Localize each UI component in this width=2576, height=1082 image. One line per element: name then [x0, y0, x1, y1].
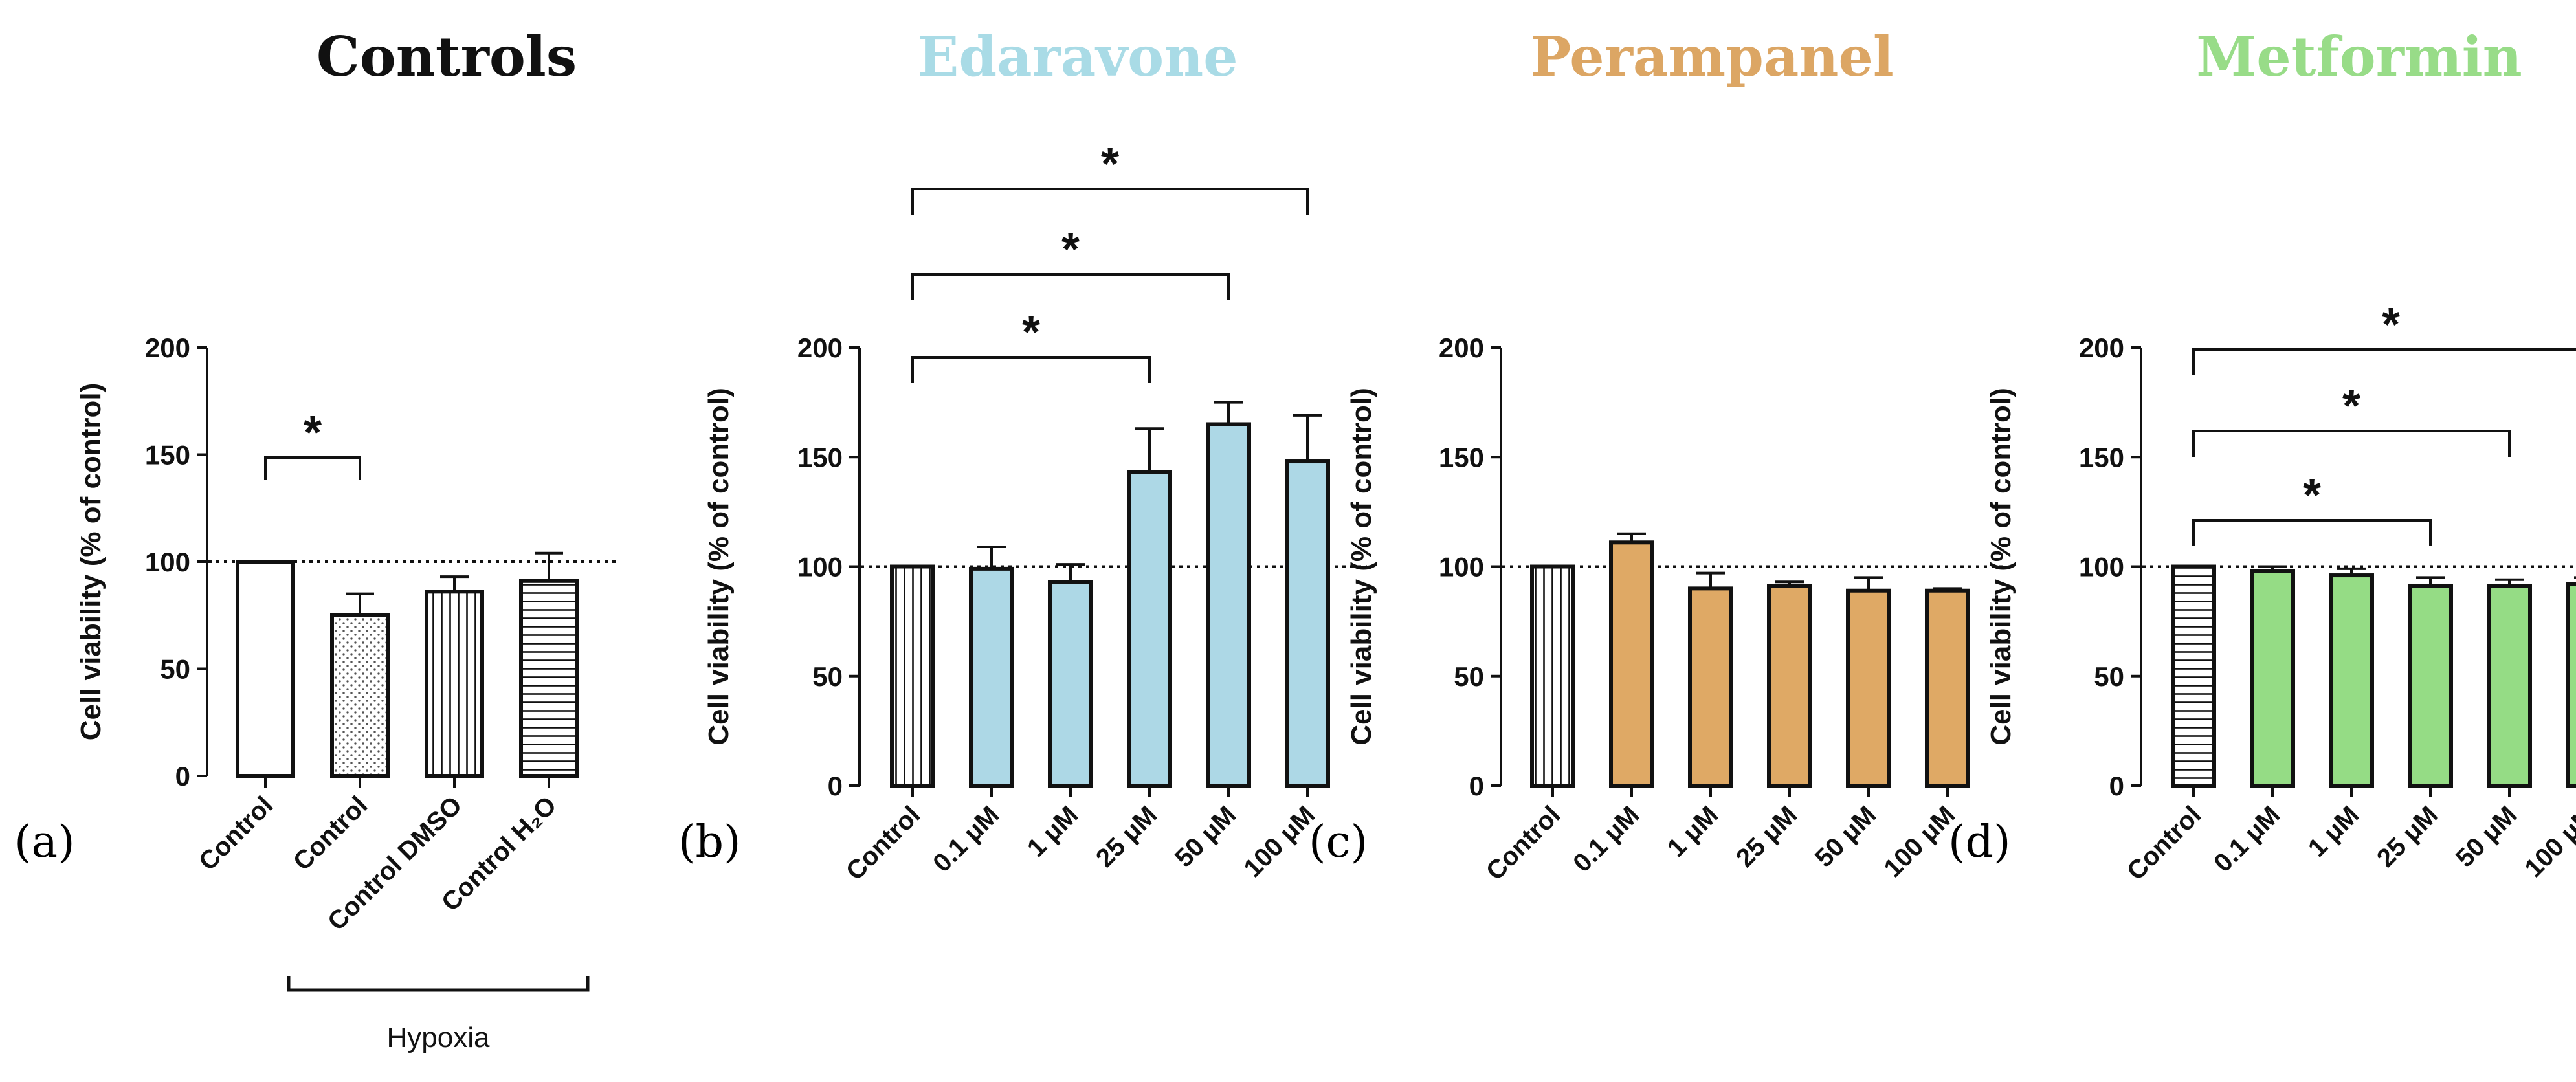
panel-b-title: Edaravone — [917, 25, 1238, 89]
panel-c-ytick-label-3: 150 — [1439, 442, 1484, 472]
panel-b-ytick-label-2: 100 — [797, 552, 843, 582]
panel-c-title: Perampanel — [1530, 25, 1894, 89]
panel-c-ytick-label-2: 100 — [1439, 552, 1484, 582]
panel-c-category-label-3: 25 μM — [1731, 800, 1803, 872]
panel-c-bar-0 — [1530, 564, 1575, 788]
panel-c-category-label-0: Control — [1481, 800, 1566, 886]
panel-c-category-label-4: 50 μM — [1810, 800, 1882, 872]
panel-b-significance-bracket-0 — [911, 356, 1151, 383]
panel-d-bar-1 — [2250, 569, 2295, 788]
panel-b-significance-star-0: * — [1022, 307, 1040, 359]
panel-c-category-label-2: 1 μM — [1662, 800, 1724, 863]
panel-d-significance-bracket-0 — [2192, 519, 2432, 546]
panel-d-ytick-label-4: 200 — [2079, 333, 2124, 363]
panel-a-category-label-0: Control — [194, 791, 279, 876]
panel-a-category-label-1: Control — [288, 791, 373, 876]
panel-d-bar-3 — [2408, 584, 2453, 788]
panel-c-bar-3 — [1767, 584, 1812, 788]
panel-b-bar-0 — [890, 564, 935, 788]
panel-d-significance-bracket-1 — [2192, 430, 2511, 457]
panel-d-significance-star-2: * — [2382, 299, 2400, 351]
panel-d-ytick-label-0: 0 — [2109, 771, 2124, 801]
panel-d-significance-star-1: * — [2342, 381, 2360, 432]
panel-a-chart: 0 50 100 150 200 Cell viability (% of control… — [75, 333, 616, 1054]
panel-d-title: Metformin — [2196, 25, 2522, 89]
panel-d-category-label-1: 0.1 μM — [2208, 800, 2285, 878]
panel-c-bar-4 — [1846, 588, 1891, 788]
panel-d-bar-2 — [2329, 573, 2374, 788]
panel-b-ytick-label-0: 0 — [828, 771, 843, 801]
panel-d-letter: (d) — [1948, 817, 2011, 868]
panel-b-category-label-4: 50 μM — [1170, 800, 1241, 872]
panel-a-title: Controls — [316, 25, 577, 89]
panel-b-ytick-label-3: 150 — [797, 442, 843, 472]
panel-a-group-bracket — [287, 976, 590, 992]
panel-a-y-axis-label: Cell viability (% of control) — [75, 383, 107, 741]
panel-d-ytick-label-2: 100 — [2079, 552, 2124, 582]
panel-d-category-label-5: 100 μM — [2519, 800, 2576, 883]
panel-a-ytick-label-0: 0 — [175, 761, 190, 791]
panel-b-significance-star-1: * — [1061, 224, 1080, 276]
panel-a-bar-2 — [425, 590, 484, 778]
panel-b-bar-5 — [1285, 459, 1330, 788]
panel-d-category-label-2: 1 μM — [2303, 800, 2365, 863]
panel-a-ytick-label-3: 150 — [145, 440, 190, 470]
panel-b-category-label-2: 1 μM — [1022, 800, 1084, 863]
panel-c-category-label-1: 0.1 μM — [1568, 800, 1645, 878]
panel-c-ytick-label-0: 0 — [1469, 771, 1484, 801]
panel-d-ytick-label-1: 50 — [2094, 661, 2124, 692]
panel-b-ytick-label-4: 200 — [797, 333, 843, 363]
panel-b-chart: 0 50 100 150 200 Cell viability (% of control… — [703, 138, 1367, 886]
panel-c-y-axis-label: Cell viability (% of control) — [1346, 388, 1377, 745]
panel-b-letter: (b) — [678, 817, 741, 868]
panel-a-group-label: Hypoxia — [387, 1022, 490, 1054]
panel-b-category-label-5: 100 μM — [1238, 800, 1320, 883]
panel-a-bar-3 — [519, 579, 579, 778]
panel-c-bar-2 — [1688, 586, 1733, 788]
panel-d-significance-bracket-2 — [2192, 348, 2576, 375]
panel-a-ytick-label-1: 50 — [160, 654, 190, 685]
panel-d-significance-star-0: * — [2303, 470, 2321, 522]
panel-b-y-axis-label: Cell viability (% of control) — [703, 388, 735, 745]
panel-b-category-label-3: 25 μM — [1091, 800, 1162, 872]
panel-a-letter: (a) — [14, 817, 75, 868]
panel-d-ytick-label-3: 150 — [2079, 442, 2124, 472]
panel-c-letter: (c) — [1309, 817, 1368, 868]
panel-d-category-label-0: Control — [2122, 800, 2207, 886]
panel-b-category-label-1: 0.1 μM — [927, 800, 1005, 878]
panel-c-bar-5 — [1925, 588, 1970, 788]
panel-a-significance-bracket-0 — [264, 456, 361, 480]
panel-d-bar-4 — [2487, 584, 2532, 788]
panel-b-ytick-label-1: 50 — [812, 661, 843, 692]
panel-b-significance-bracket-2 — [911, 188, 1309, 215]
panel-b-bar-3 — [1127, 470, 1172, 788]
panel-b-significance-bracket-1 — [911, 273, 1230, 300]
panel-b-bar-1 — [969, 566, 1014, 788]
panel-c-category-label-5: 100 μM — [1878, 800, 1960, 883]
panel-b-bar-2 — [1048, 580, 1093, 788]
panel-d-category-label-4: 50 μM — [2450, 800, 2522, 872]
panel-d-bar-0 — [2171, 564, 2216, 788]
panel-d-category-label-3: 25 μM — [2371, 800, 2443, 872]
panel-c-ytick-label-4: 200 — [1439, 333, 1484, 363]
panel-a-bar-0 — [236, 560, 295, 778]
panel-d-bar-5 — [2566, 582, 2576, 788]
panel-b-category-label-0: Control — [841, 800, 926, 886]
panel-d-y-axis-label: Cell viability (% of control) — [1985, 388, 2017, 745]
panel-c-bar-1 — [1609, 540, 1654, 788]
panel-a-bar-1 — [330, 613, 390, 778]
panel-a-ytick-label-2: 100 — [145, 547, 190, 577]
panel-a-ytick-label-4: 200 — [145, 333, 190, 363]
panel-b-bar-4 — [1206, 422, 1251, 788]
panel-b-significance-star-2: * — [1101, 138, 1119, 190]
panel-c-ytick-label-1: 50 — [1454, 661, 1484, 692]
panel-c-chart: 0 50 100 150 200 Cell viability (% of control… — [1346, 333, 2007, 886]
panel-d-chart: 0 50 100 150 200 Cell viability (% of control… — [1985, 299, 2576, 886]
panel-a-significance-star-0: * — [304, 407, 322, 459]
